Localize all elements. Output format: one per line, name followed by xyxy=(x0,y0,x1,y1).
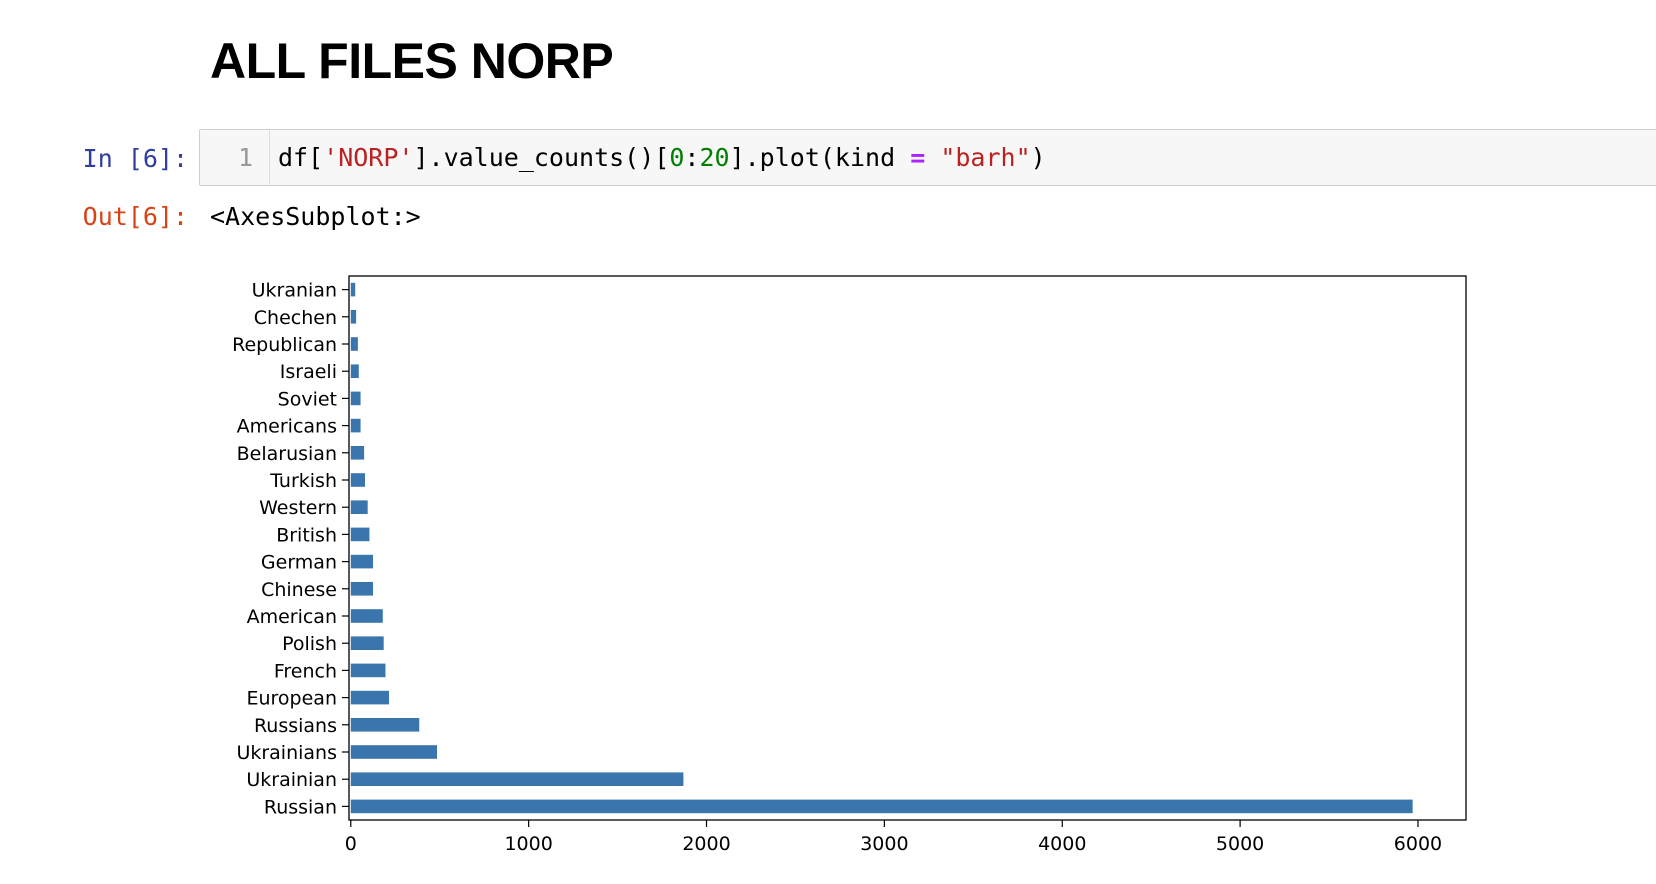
code-string-token: "barh" xyxy=(940,143,1031,172)
y-tick-label: Soviet xyxy=(278,388,337,410)
bar xyxy=(350,690,390,705)
bar xyxy=(350,745,438,759)
code-input-area[interactable]: 1 df['NORP'].value_counts()[0:20].plot(k… xyxy=(199,129,1656,186)
bar xyxy=(350,337,358,351)
bar xyxy=(350,799,1413,814)
y-tick-label: Ukrainian xyxy=(246,769,337,791)
bar xyxy=(350,582,374,596)
y-tick-label: Chinese xyxy=(261,579,337,601)
y-tick-label: Americans xyxy=(237,416,337,438)
x-tick-label: 3000 xyxy=(860,833,908,855)
output-prompt: Out[6]: xyxy=(82,202,188,231)
output-repr: <AxesSubplot:> xyxy=(210,202,421,231)
code-token: ].value_counts()[ xyxy=(413,143,670,172)
y-tick-label: European xyxy=(246,688,337,710)
bar xyxy=(350,636,384,650)
bar xyxy=(350,446,365,460)
bar xyxy=(350,364,359,378)
code-number-token: 0 xyxy=(669,143,685,172)
code-string-token: 'NORP' xyxy=(323,143,414,172)
code-token: : xyxy=(684,143,700,172)
markdown-heading: ALL FILES NORP xyxy=(210,33,614,89)
code-number-token: 20 xyxy=(699,143,730,172)
bar xyxy=(350,391,361,406)
y-tick-label: Russians xyxy=(254,715,337,737)
y-tick-label: Turkish xyxy=(269,470,337,492)
x-tick-label: 2000 xyxy=(682,833,730,855)
code-line[interactable]: df['NORP'].value_counts()[0:20].plot(kin… xyxy=(278,143,1046,172)
code-token: ].plot(kind xyxy=(729,143,911,172)
bar xyxy=(350,609,383,623)
x-tick-label: 0 xyxy=(345,833,357,855)
y-tick-label: Polish xyxy=(282,633,337,655)
y-tick-label: German xyxy=(261,552,337,574)
x-tick-label: 1000 xyxy=(504,833,552,855)
bar xyxy=(350,310,357,324)
code-token: df[ xyxy=(278,143,324,172)
line-number: 1 xyxy=(237,143,253,172)
bar xyxy=(350,418,361,433)
y-tick-label: Ukranian xyxy=(252,280,337,302)
bar xyxy=(350,554,374,569)
x-tick-label: 4000 xyxy=(1038,833,1086,855)
y-tick-label: Chechen xyxy=(254,307,337,329)
x-tick-label: 6000 xyxy=(1394,833,1442,855)
input-prompt: In [6]: xyxy=(82,144,188,173)
y-tick-label: Republican xyxy=(232,334,337,356)
bar xyxy=(350,282,356,297)
line-gutter: 1 xyxy=(200,130,270,185)
y-tick-label: Russian xyxy=(264,796,337,818)
bar xyxy=(350,500,368,514)
x-tick-label: 5000 xyxy=(1216,833,1264,855)
y-tick-label: British xyxy=(276,524,337,546)
y-tick-label: Israeli xyxy=(280,361,337,383)
bar xyxy=(350,473,366,487)
y-tick-label: Western xyxy=(259,497,337,519)
y-tick-label: American xyxy=(247,606,337,628)
y-tick-label: French xyxy=(274,660,337,682)
code-token: ) xyxy=(1030,143,1046,172)
bar xyxy=(350,772,684,786)
plot-frame xyxy=(348,275,1467,821)
y-tick-label: Belarusian xyxy=(237,443,337,465)
bar xyxy=(350,527,370,542)
bar xyxy=(350,718,420,732)
y-tick-label: Ukrainians xyxy=(236,742,337,764)
bar xyxy=(350,663,386,678)
code-operator-token: = xyxy=(910,143,926,172)
